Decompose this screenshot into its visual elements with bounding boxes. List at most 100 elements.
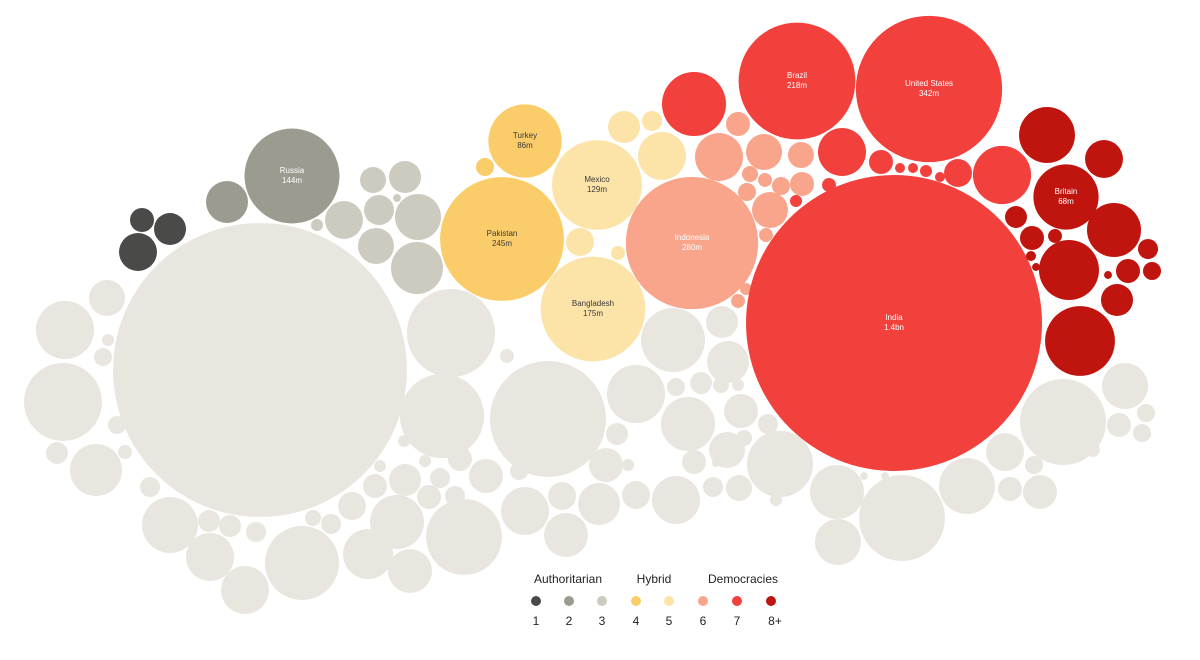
bubble [1048, 229, 1062, 243]
bubble [706, 340, 750, 384]
bubble [622, 459, 634, 471]
bubble [746, 430, 814, 498]
bubble [986, 433, 1024, 471]
legend-label: 6 [700, 614, 707, 628]
bubble [757, 413, 779, 435]
bubble [93, 347, 113, 367]
bubble [746, 175, 1042, 471]
bubble [544, 513, 588, 557]
bubble [1020, 379, 1106, 465]
bubble [304, 509, 322, 527]
bubble [741, 165, 759, 183]
bubble [417, 485, 441, 509]
bubble [219, 515, 241, 537]
bubble [682, 450, 706, 474]
bubble [325, 201, 363, 239]
bubble [388, 463, 422, 497]
bubble [738, 22, 856, 140]
bubble [468, 458, 504, 494]
bubble [1039, 240, 1099, 300]
bubble [198, 510, 220, 532]
bubble [388, 549, 432, 593]
bubble [723, 393, 759, 429]
bubble [737, 182, 757, 202]
bubble [490, 361, 606, 477]
bubble-value-label: 86m [517, 141, 533, 150]
bubble [746, 134, 782, 170]
bubble [920, 165, 932, 177]
bubble [552, 140, 642, 230]
bubble [758, 173, 772, 187]
bubble [577, 482, 621, 526]
bubble [24, 363, 102, 441]
bubble [666, 377, 686, 397]
bubble [652, 476, 700, 524]
bubble-label: India [885, 313, 903, 322]
bubble-label: Mexico [584, 175, 610, 184]
bubble-label: Bangladesh [572, 299, 614, 308]
bubble [790, 172, 814, 196]
bubble [1022, 474, 1058, 510]
bubble [606, 364, 666, 424]
bubble-value-label: 245m [492, 239, 512, 248]
bubble [245, 521, 267, 543]
bubble-label: Brazil [787, 71, 807, 80]
bubble [934, 171, 946, 183]
bubble [771, 176, 791, 196]
bubble [907, 162, 919, 174]
bubble [1032, 263, 1040, 271]
bubble [640, 307, 706, 373]
bubble [1137, 238, 1159, 260]
bubble [311, 219, 323, 231]
legend-label: 7 [734, 614, 741, 628]
bubble [641, 110, 663, 132]
bubble [70, 444, 122, 496]
bubble [690, 372, 712, 394]
bubble [1085, 140, 1123, 178]
bubble [370, 495, 424, 549]
bubble [726, 475, 752, 501]
bubble [221, 566, 269, 614]
bubble [695, 133, 743, 181]
bubble [588, 447, 624, 483]
bubble-value-label: 218m [787, 81, 807, 90]
bubble [139, 476, 161, 498]
bubble [1107, 413, 1131, 437]
bubble [338, 492, 366, 520]
bubble [607, 110, 641, 144]
bubble [661, 397, 715, 451]
bubble [709, 432, 745, 468]
bubble-label: United States [905, 79, 953, 88]
bubble [625, 176, 759, 310]
bubble [815, 519, 861, 565]
bubble [119, 233, 157, 271]
bubble [822, 178, 836, 192]
bubble [859, 475, 945, 561]
bubble [810, 465, 864, 519]
bubble [186, 533, 234, 581]
bubble [661, 71, 727, 137]
bubble [118, 445, 132, 459]
bubble-value-label: 280m [682, 243, 702, 252]
bubble [102, 334, 114, 346]
bubble [320, 513, 342, 535]
bubble-label: Russia [280, 166, 305, 175]
bubble [130, 208, 154, 232]
bubble [142, 497, 198, 553]
bubble [393, 194, 401, 202]
bubble [444, 485, 466, 507]
bubble-value-label: 1.4bn [884, 323, 904, 332]
bubble [548, 482, 576, 510]
bubble-value-label: 144m [282, 176, 302, 185]
bubble [638, 132, 686, 180]
bubble [540, 256, 646, 362]
legend-swatch [698, 596, 708, 606]
bubble [205, 180, 249, 224]
bubble [363, 194, 395, 226]
bubble [790, 195, 802, 207]
bubble [705, 305, 739, 339]
bubble [1045, 306, 1115, 376]
bubble [113, 223, 407, 517]
bubble [1142, 261, 1162, 281]
